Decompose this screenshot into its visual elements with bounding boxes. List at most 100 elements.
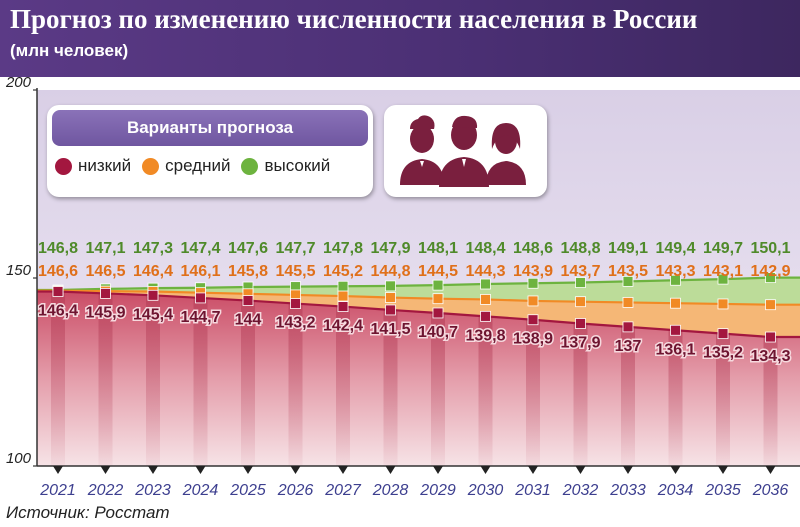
- legend-label-high: высокий: [264, 156, 331, 175]
- marker-medium: [575, 296, 586, 308]
- label-low: 142,4: [323, 318, 363, 335]
- x-tick-label: 2034: [657, 482, 694, 499]
- band-low: [37, 291, 800, 466]
- marker-low: [195, 292, 206, 304]
- marker-medium: [527, 295, 539, 307]
- x-tick-marker: [480, 466, 491, 474]
- x-tick-label: 2027: [324, 482, 362, 499]
- label-medium: 146,6: [38, 263, 78, 280]
- x-tick-label: 2028: [372, 482, 409, 499]
- x-tick-label: 2026: [277, 482, 314, 499]
- series-line-medium: [37, 289, 800, 306]
- label-high: 148,1: [418, 240, 458, 257]
- x-tick-marker: [528, 466, 538, 474]
- marker-medium: [480, 294, 491, 305]
- marker-medium: [385, 292, 396, 303]
- x-tick-label: 2022: [87, 482, 124, 499]
- marker-high: [670, 274, 681, 286]
- x-tick-marker: [195, 466, 206, 474]
- series-line-high: [37, 276, 800, 292]
- x-tick-marker: [575, 466, 586, 474]
- x-tick-marker: [718, 466, 728, 474]
- legend-items: низкий средний высокий: [55, 156, 341, 176]
- marker-high: [385, 280, 396, 292]
- x-tick-marker: [765, 466, 776, 474]
- label-low: 144,7: [180, 309, 220, 326]
- y-tick-label: 200: [5, 74, 32, 91]
- x-tick-label: 2035: [704, 482, 741, 499]
- year-column: [668, 330, 683, 466]
- x-tick-marker: [670, 466, 681, 474]
- header-banner: Прогноз по изменению численности населен…: [0, 0, 800, 77]
- legend-item-high: высокий: [241, 156, 330, 176]
- legend-label-medium: средний: [165, 156, 231, 175]
- marker-medium: [622, 297, 634, 308]
- marker-high: [337, 280, 349, 292]
- year-column: [288, 303, 303, 466]
- label-low: 141,5: [370, 321, 410, 338]
- marker-low: [717, 328, 729, 340]
- label-high: 148,8: [560, 240, 600, 257]
- x-tick-marker: [290, 466, 301, 474]
- x-tick-label: 2024: [182, 482, 219, 499]
- marker-low: [480, 310, 491, 322]
- label-high: 147,9: [370, 240, 410, 257]
- people-group-icon: [400, 115, 526, 187]
- label-high: 147,7: [275, 240, 315, 257]
- label-high: 149,1: [608, 240, 648, 257]
- x-tick-marker: [243, 466, 253, 474]
- x-tick-marker: [433, 466, 443, 474]
- marker-low: [622, 321, 634, 333]
- label-medium: 143,1: [703, 263, 743, 280]
- label-medium: 144,5: [418, 263, 458, 280]
- label-low: 146,4: [38, 303, 78, 320]
- label-high: 148,6: [513, 240, 553, 257]
- marker-low: [527, 314, 539, 326]
- x-tick-label: 2023: [134, 482, 171, 499]
- legend-label-low: низкий: [78, 156, 132, 175]
- x-tick-marker: [53, 466, 63, 474]
- label-high: 149,7: [703, 240, 743, 257]
- label-medium: 145,2: [323, 263, 363, 280]
- year-column: [431, 312, 445, 466]
- label-medium: 146,5: [85, 263, 125, 280]
- legend-dot-medium: [142, 157, 160, 175]
- year-column: [478, 316, 493, 466]
- label-medium: 145,5: [275, 263, 315, 280]
- year-columns: [51, 291, 778, 466]
- label-low: 137,9: [560, 334, 600, 351]
- label-low: 138,9: [513, 331, 553, 348]
- label-medium: 143,9: [513, 263, 553, 280]
- x-tick-marker: [623, 466, 633, 474]
- year-column: [716, 333, 730, 466]
- marker-low: [385, 304, 396, 316]
- label-low: 143,2: [275, 315, 315, 332]
- label-low: 144: [235, 312, 262, 329]
- people-panel: [384, 105, 547, 197]
- marker-medium: [432, 293, 444, 305]
- label-medium: 144,8: [370, 263, 410, 280]
- label-high: 147,4: [180, 240, 220, 257]
- label-low: 139,8: [465, 327, 505, 344]
- label-medium: 142,9: [750, 263, 790, 280]
- year-column: [526, 319, 540, 466]
- source-note: Источник: Росстат: [6, 503, 170, 522]
- marker-low: [765, 331, 776, 343]
- x-tick-marker: [100, 466, 111, 474]
- marker-medium: [337, 290, 349, 302]
- y-tick-label: 150: [6, 262, 32, 279]
- x-tick-label: 2021: [39, 482, 76, 499]
- marker-high: [575, 277, 586, 288]
- marker-low: [100, 288, 111, 299]
- marker-high: [717, 273, 729, 285]
- label-low: 145,4: [133, 306, 173, 323]
- marker-low: [290, 298, 301, 309]
- label-medium: 145,8: [228, 263, 268, 280]
- population-chart: 146,8 146,6 146,4 147,1 146,5 145,9 147,3 146,4…: [5, 74, 800, 499]
- label-medium: 146,4: [133, 263, 173, 280]
- label-high: 147,3: [133, 240, 173, 257]
- x-tick-label: 2033: [609, 482, 646, 499]
- marker-low: [242, 295, 254, 306]
- label-low: 135,2: [703, 345, 743, 362]
- x-tick-label: 2032: [562, 482, 599, 499]
